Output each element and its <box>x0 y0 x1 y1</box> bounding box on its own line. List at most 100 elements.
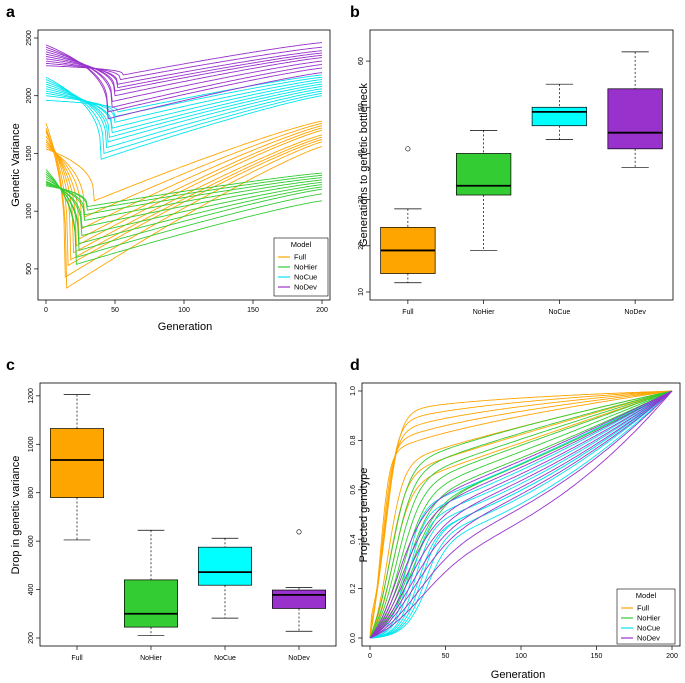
series-line-full <box>369 390 673 639</box>
box-nocue <box>198 546 252 586</box>
outlier-full <box>405 146 411 152</box>
box-nohier <box>456 153 512 196</box>
box-nocue <box>531 106 587 127</box>
series-line-nodev <box>45 51 323 103</box>
y-tick-label: 600 <box>28 535 35 547</box>
legend-label-full: Full <box>637 604 649 613</box>
series-line-full <box>45 122 323 218</box>
series-line-nohier <box>45 176 323 245</box>
series-line-nohier <box>45 171 323 259</box>
legend-label-nocue: NoCue <box>294 273 317 282</box>
panel-d-line-chart: 0 50 100 150 200 0.0 0.2 0.4 0.6 0.8 1.0 Generation… <box>350 382 681 681</box>
x-tick-label: 150 <box>247 307 259 314</box>
panel-letter-a: a <box>6 4 15 21</box>
panel-a-line-chart: 0 50 100 150 200 500 1000 1500 2000 2500 Generatio… <box>10 29 331 333</box>
y-axis-label: Projected genotype <box>358 468 370 563</box>
y-tick-label: 400 <box>28 584 35 596</box>
y-tick-label: 200 <box>28 632 35 644</box>
x-tick-label: 0 <box>368 653 372 660</box>
x-tick-label: 200 <box>666 653 678 660</box>
series-line-full <box>369 390 673 639</box>
y-tick-label: 0.4 <box>350 534 357 544</box>
y-tick-label: 1500 <box>26 146 33 162</box>
series-line-nocue <box>369 390 673 639</box>
series-line-nodev <box>369 390 673 639</box>
series-line-nohier <box>45 179 323 221</box>
series-line-nohier <box>369 390 673 639</box>
x-tick-label-full: Full <box>402 309 414 316</box>
series-line-full <box>369 390 673 639</box>
y-tick-label: 10 <box>358 288 365 296</box>
y-tick-label: 500 <box>26 263 33 275</box>
series-line-nocue <box>45 74 323 113</box>
series-line-nocue <box>45 79 323 155</box>
legend-label-full: Full <box>294 253 306 262</box>
legend-label-nodev: NoDev <box>637 634 660 643</box>
series-line-nohier <box>369 390 673 639</box>
series-line-nocue <box>45 83 323 143</box>
y-tick-label: 0.2 <box>350 584 357 594</box>
panel-letter-c: c <box>6 357 15 374</box>
legend-label-nohier: NoHier <box>294 263 318 272</box>
legend-label-nodev: NoDev <box>294 283 317 292</box>
series-line-nocue <box>369 390 673 639</box>
series-line-nohier <box>369 390 673 639</box>
panel-letter-b: b <box>350 4 360 21</box>
series-line-nocue <box>45 76 323 118</box>
series-line-full <box>369 390 673 639</box>
legend-title: Model <box>636 591 657 600</box>
x-tick-label: 50 <box>111 307 119 314</box>
series-line-full <box>45 129 323 247</box>
y-tick-label: 20 <box>358 242 365 250</box>
x-tick-label: 50 <box>442 653 450 660</box>
series-line-nohier <box>45 169 323 265</box>
series-line-nohier <box>45 173 323 251</box>
series-line-nohier <box>369 390 673 639</box>
panel-c-boxplot: Full NoHier NoCue NoDev 200 400 600 800 1000 1200… <box>10 382 337 662</box>
series-line-nohier <box>369 390 673 639</box>
series-line-full <box>45 132 323 261</box>
series-line-full <box>369 390 673 639</box>
series-line-nocue <box>369 390 673 639</box>
y-tick-label: 60 <box>358 57 365 65</box>
series-line-nocue <box>369 390 673 639</box>
series-line-nodev <box>369 390 673 639</box>
x-tick-label-nodev: NoDev <box>288 655 310 662</box>
series-line-nohier <box>45 180 323 228</box>
series-line-nohier <box>45 174 323 211</box>
x-tick-label: 150 <box>591 653 603 660</box>
x-axis-label: Generation <box>491 669 545 681</box>
y-tick-label: 1000 <box>28 436 35 452</box>
series-line-nohier <box>369 390 673 639</box>
x-tick-label: 100 <box>515 653 527 660</box>
series-line-nocue <box>369 390 673 639</box>
panel-b-boxplot: Full NoHier NoCue NoDev 10 20 30 40 50 60 Generati… <box>358 29 674 316</box>
series-line-nodev <box>369 390 673 639</box>
series-line-nocue <box>45 81 323 149</box>
series-line-nodev <box>369 390 673 639</box>
series-line-nodev <box>45 42 323 76</box>
y-tick-label: 40 <box>358 149 365 157</box>
y-tick-label: 1200 <box>28 388 35 404</box>
box-nodev <box>272 589 326 609</box>
series-line-nodev <box>369 390 673 639</box>
series-line-nodev <box>45 52 323 89</box>
y-tick-label: 1.0 <box>350 386 357 396</box>
series-group <box>369 390 673 639</box>
outlier-nodev <box>296 529 302 535</box>
series-line-nohier <box>45 177 323 216</box>
x-tick-label-nohier: NoHier <box>140 655 162 662</box>
legend-label-nohier: NoHier <box>637 614 661 623</box>
series-group <box>45 42 323 289</box>
y-tick-label: 0.6 <box>350 485 357 495</box>
series-line-nocue <box>45 86 323 138</box>
series-line-full <box>369 390 673 639</box>
x-tick-label: 200 <box>316 307 328 314</box>
series-line-nodev <box>369 390 673 639</box>
series-line-full <box>45 127 323 278</box>
panel-letter-d: d <box>350 357 360 374</box>
series-line-nodev <box>45 44 323 120</box>
